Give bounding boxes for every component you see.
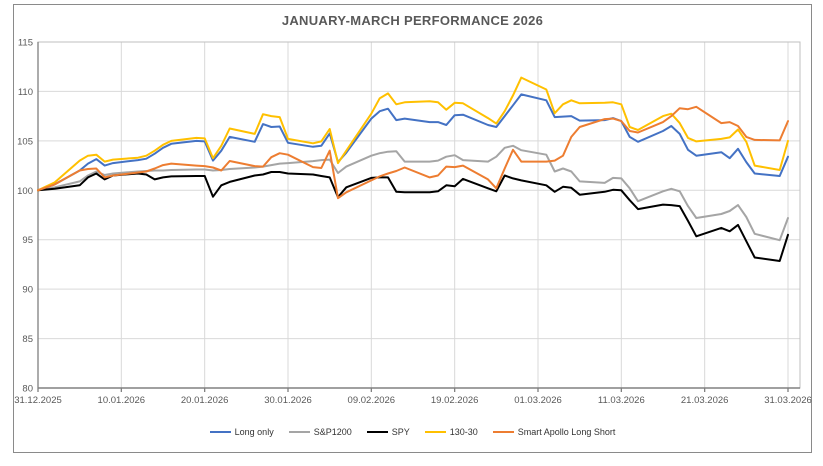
x-tick-label: 31.12.2025 [14, 395, 62, 406]
series-line-s-p1200 [37, 144, 789, 242]
legend-item-smart-apollo-long-short: Smart Apollo Long Short [492, 427, 616, 437]
legend-label-s-p1200: S&P1200 [313, 427, 352, 437]
y-tick-label: 85 [22, 334, 33, 345]
legend-item-long-only: Long only [209, 427, 274, 437]
series-line-spy [37, 171, 789, 262]
series-line-130-30 [37, 76, 789, 192]
legend-label-spy: SPY [391, 427, 410, 437]
legend-line-swatch-s-p1200 [288, 431, 310, 433]
y-tick-label: 110 [18, 87, 33, 98]
chart-legend: Long only S&P1200 SPY 130-30 Smart Apollo Lo… [13, 427, 812, 437]
legend-line-swatch-spy [366, 431, 388, 433]
x-tick-label: 30.01.2026 [264, 395, 312, 406]
x-tick-label: 19.02.2026 [431, 395, 479, 406]
legend-line-swatch-130-30 [424, 431, 446, 433]
legend-item-130-30: 130-30 [424, 427, 478, 437]
y-tick-label: 105 [17, 136, 33, 147]
y-tick-label: 80 [22, 384, 33, 395]
legend-item-s-p1200: S&P1200 [288, 427, 352, 437]
y-tick-label: 90 [22, 285, 33, 296]
legend-label-long-only: Long only [234, 427, 274, 437]
series-line-smart-apollo-long-short [37, 105, 789, 200]
x-tick-label: 10.01.2026 [98, 395, 146, 406]
x-tick-label: 01.03.2026 [514, 395, 562, 406]
y-tick-label: 115 [18, 38, 33, 49]
chart-frame [13, 4, 812, 453]
x-tick-label: 20.01.2026 [181, 395, 229, 406]
x-tick-label: 31.03.2026 [764, 395, 812, 406]
legend-label-130-30: 130-30 [449, 427, 478, 437]
legend-line-swatch-smart-apollo-long-short [492, 431, 514, 433]
x-tick-label: 11.03.2026 [598, 395, 645, 406]
chart-title: JANUARY-MARCH PERFORMANCE 2026 [281, 13, 544, 28]
legend-item-spy: SPY [366, 427, 410, 437]
legend-line-swatch-long-only [209, 431, 231, 433]
series-line-long-only [37, 93, 789, 192]
y-tick-label: 100 [17, 186, 33, 197]
x-tick-label: 09.02.2026 [348, 395, 396, 406]
legend-label-smart-apollo-long-short: Smart Apollo Long Short [517, 427, 616, 437]
y-tick-label: 95 [22, 235, 33, 246]
x-tick-label: 21.03.2026 [681, 395, 729, 406]
